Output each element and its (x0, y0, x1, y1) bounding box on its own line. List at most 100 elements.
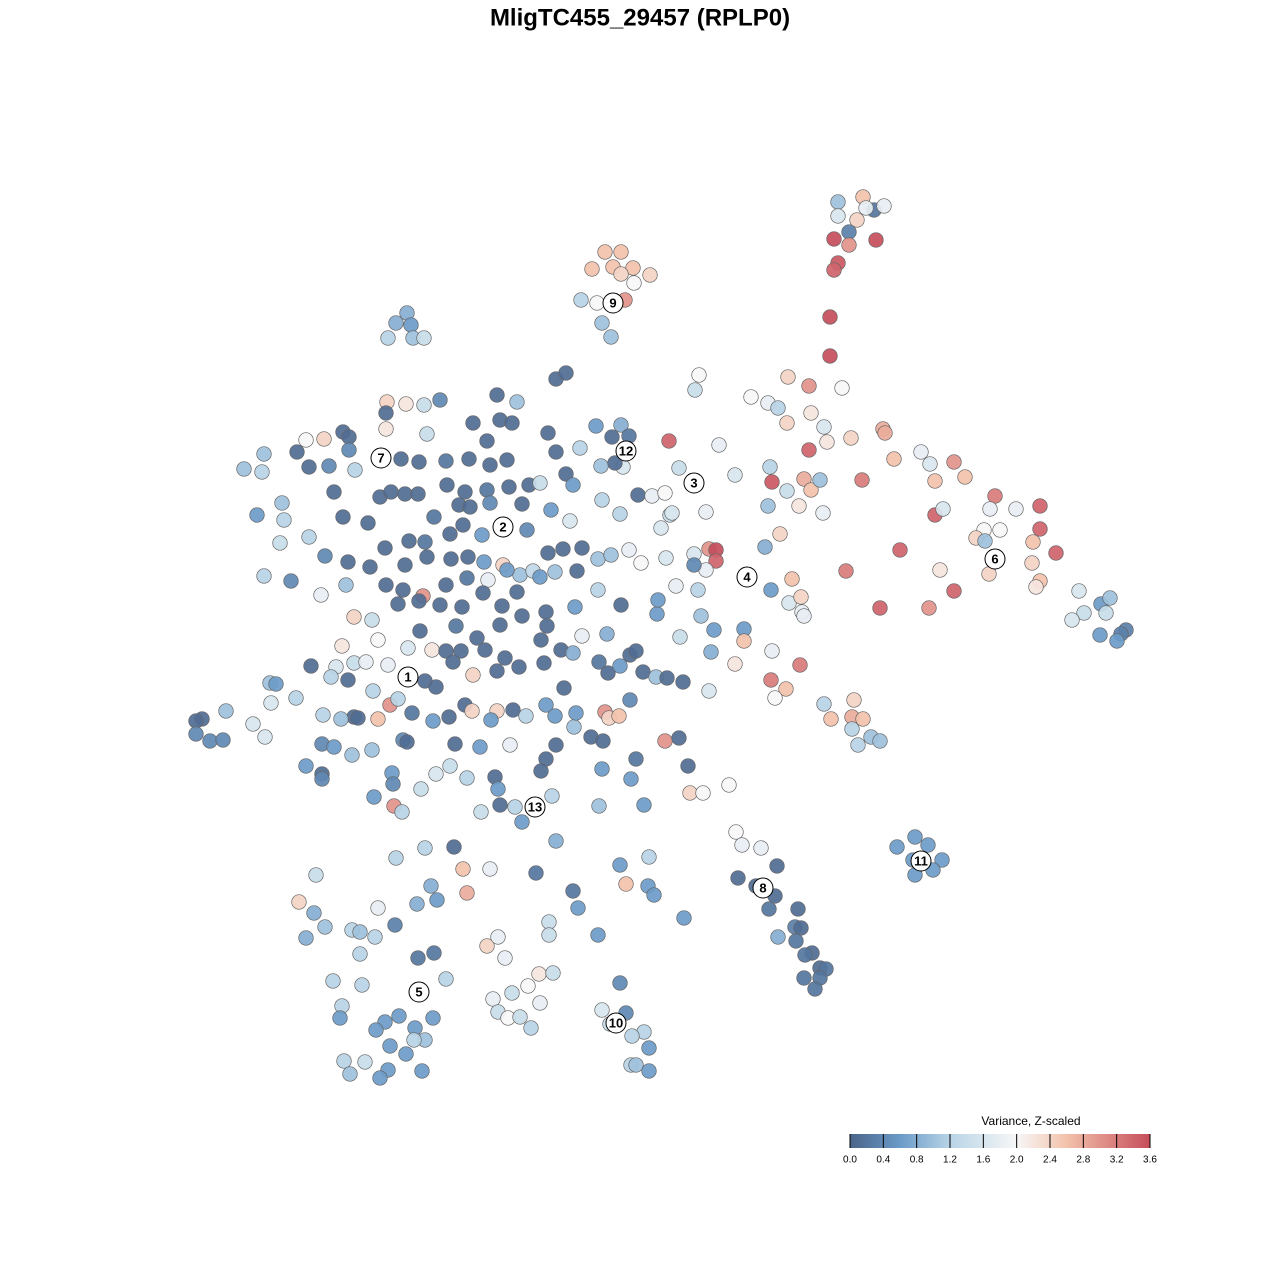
cluster-label: 4 (743, 569, 751, 584)
point (695, 785, 711, 801)
point (457, 484, 473, 500)
point (482, 495, 498, 511)
point (540, 425, 556, 441)
point (519, 522, 535, 538)
point (957, 469, 973, 485)
point (236, 461, 252, 477)
point (394, 804, 410, 820)
cluster-label-badge (602, 292, 624, 314)
point (462, 499, 478, 515)
point (414, 1063, 430, 1079)
point (366, 789, 382, 805)
point (797, 947, 813, 963)
point (341, 429, 357, 445)
point (728, 824, 744, 840)
point (459, 885, 475, 901)
point (474, 527, 490, 543)
point (826, 262, 842, 278)
point (889, 839, 905, 855)
point (558, 365, 574, 381)
point (556, 680, 572, 696)
point (703, 644, 719, 660)
point (565, 477, 581, 493)
point (338, 577, 354, 593)
point (448, 618, 464, 634)
point (812, 472, 828, 488)
point (365, 683, 381, 699)
point (423, 878, 439, 894)
point (541, 927, 557, 943)
point (792, 657, 808, 673)
point (574, 628, 590, 644)
point (403, 317, 419, 333)
point (323, 669, 339, 685)
point (317, 548, 333, 564)
point (538, 604, 554, 620)
point (796, 608, 812, 624)
point (801, 378, 817, 394)
point (438, 971, 454, 987)
colorbar: Variance, Z-scaled 0.0 0.4 0.8 1.2 1.6 2.0 2.4 2… (843, 1114, 1157, 1165)
point (475, 585, 491, 601)
cluster-label-badge (605, 1012, 627, 1034)
point (562, 513, 578, 529)
point (531, 966, 547, 982)
point (465, 415, 481, 431)
point (872, 600, 888, 616)
point (316, 431, 332, 447)
colorbar-tick-label: 1.2 (943, 1155, 957, 1166)
point (570, 900, 586, 916)
point (344, 747, 360, 763)
point (404, 705, 420, 721)
point (646, 887, 662, 903)
point (603, 547, 619, 563)
point (354, 977, 370, 993)
point (308, 867, 324, 883)
point (499, 562, 515, 578)
point (547, 708, 563, 724)
point (332, 1010, 348, 1026)
point (711, 437, 727, 453)
point (533, 763, 549, 779)
point (377, 540, 393, 556)
point (447, 736, 463, 752)
colorbar-tick-label: 3.2 (1110, 1155, 1124, 1166)
point (633, 555, 649, 571)
point (545, 965, 561, 981)
point (790, 901, 806, 917)
point (459, 770, 475, 786)
point (301, 529, 317, 545)
point (555, 541, 571, 557)
point (686, 557, 702, 573)
point (573, 292, 589, 308)
point (291, 894, 307, 910)
point (432, 392, 448, 408)
point (641, 1040, 657, 1056)
colorbar-tick-label: 1.6 (976, 1155, 990, 1166)
point (1024, 555, 1040, 571)
point (303, 658, 319, 674)
point (346, 609, 362, 625)
point (628, 751, 644, 767)
point (382, 1038, 398, 1054)
point (254, 464, 270, 480)
point (547, 564, 563, 580)
point (410, 486, 426, 502)
point (569, 563, 585, 579)
point (675, 674, 691, 690)
point (455, 861, 471, 877)
point (641, 1063, 657, 1079)
point (479, 938, 495, 954)
point (708, 553, 724, 569)
point (370, 711, 386, 727)
point (442, 526, 458, 542)
point (438, 577, 454, 593)
cluster-label: 11 (914, 853, 928, 868)
point (477, 642, 493, 658)
point (378, 405, 394, 421)
point (793, 920, 809, 936)
point (283, 573, 299, 589)
point (539, 618, 555, 634)
point (628, 1057, 644, 1073)
